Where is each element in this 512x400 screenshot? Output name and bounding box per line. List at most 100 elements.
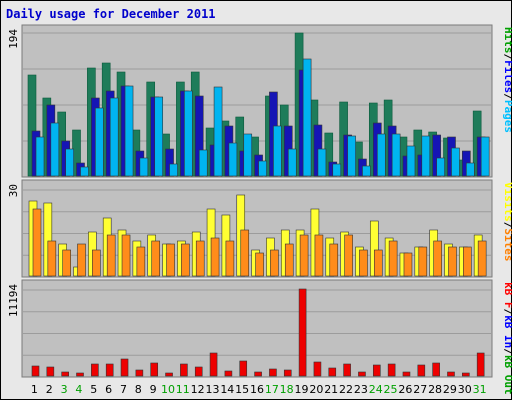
bar-pages bbox=[139, 157, 149, 177]
y-max-label: 194 bbox=[7, 29, 20, 49]
x-tick-label: 17 bbox=[265, 383, 279, 396]
bar-pages bbox=[198, 149, 208, 177]
bar-sites bbox=[255, 252, 264, 277]
bar-sites bbox=[270, 249, 279, 277]
y-max-label: 11194 bbox=[7, 284, 20, 317]
x-tick-label: 11 bbox=[176, 383, 190, 396]
x-tick-label: 4 bbox=[75, 383, 82, 396]
bar-sites bbox=[77, 243, 86, 277]
bar-kb-f bbox=[387, 363, 396, 377]
bar-pages bbox=[228, 142, 238, 177]
bar-kb-f bbox=[358, 371, 366, 377]
bar-pages bbox=[480, 136, 490, 177]
bar-kb-f bbox=[209, 352, 218, 377]
bar-pages bbox=[184, 90, 193, 177]
bar-pages bbox=[154, 96, 164, 177]
bar-kb-f bbox=[328, 367, 337, 377]
bar-sites bbox=[359, 249, 368, 277]
bar-pages bbox=[273, 125, 282, 177]
panel-legend: kB F/kB In/kB Out bbox=[502, 282, 512, 395]
bar-sites bbox=[32, 208, 42, 277]
bar-kb-f bbox=[135, 369, 144, 377]
bar-sites bbox=[477, 240, 487, 277]
bar-kb-f bbox=[165, 372, 173, 377]
x-tick-label: 29 bbox=[443, 383, 457, 396]
bar-pages bbox=[391, 133, 401, 177]
x-tick-label: 10 bbox=[161, 383, 175, 396]
x-tick-label: 2 bbox=[46, 383, 53, 396]
bar-sites bbox=[92, 249, 101, 277]
bar-kb-f bbox=[402, 371, 411, 377]
x-tick-label: 25 bbox=[384, 383, 398, 396]
bar-pages bbox=[80, 166, 89, 177]
bar-sites bbox=[106, 234, 116, 277]
bar-kb-f bbox=[254, 371, 262, 377]
bar-kb-f bbox=[180, 363, 188, 377]
bar-kb-f bbox=[283, 369, 292, 377]
x-tick-label: 9 bbox=[150, 383, 157, 396]
bar-kb-f bbox=[194, 366, 203, 377]
bar-kb-f bbox=[269, 368, 277, 377]
bar-kb-f bbox=[91, 363, 99, 377]
bar-sites bbox=[299, 234, 309, 277]
bar-sites bbox=[314, 234, 324, 277]
bar-kb-f bbox=[476, 352, 485, 377]
legend-text: Visits/Sites bbox=[502, 182, 512, 262]
bar-pages bbox=[302, 58, 312, 177]
bar-pages bbox=[213, 86, 223, 177]
bar-kb-f bbox=[462, 372, 470, 377]
bar-kb-f bbox=[343, 363, 351, 377]
x-tick-label: 18 bbox=[280, 383, 294, 396]
bar-pages bbox=[421, 135, 431, 177]
bar-pages bbox=[243, 133, 253, 177]
bar-kb-f bbox=[31, 365, 40, 377]
x-tick-label: 1 bbox=[31, 383, 38, 396]
legend-separator: / bbox=[502, 54, 512, 61]
bar-pages bbox=[65, 148, 74, 177]
bar-sites bbox=[433, 240, 442, 277]
bar-pages bbox=[258, 160, 267, 177]
bar-pages bbox=[287, 148, 297, 177]
legend-separator: / bbox=[502, 309, 512, 316]
x-tick-label: 20 bbox=[309, 383, 323, 396]
x-tick-label: 28 bbox=[428, 383, 442, 396]
bar-kb-f bbox=[298, 288, 307, 377]
x-tick-label: 24 bbox=[369, 383, 383, 396]
x-tick-label: 27 bbox=[413, 383, 427, 396]
bar-sites bbox=[388, 240, 398, 277]
bar-pages bbox=[35, 136, 45, 177]
bar-kb-f bbox=[417, 364, 426, 377]
bar-pages bbox=[376, 133, 386, 177]
y-max-label: 30 bbox=[7, 184, 20, 197]
x-tick-label: 12 bbox=[191, 383, 205, 396]
bar-kb-f bbox=[105, 363, 114, 377]
legend-item-kb-out: kB Out bbox=[502, 355, 512, 395]
x-tick-label: 26 bbox=[398, 383, 412, 396]
x-tick-label: 31 bbox=[473, 383, 487, 396]
x-tick-label: 8 bbox=[135, 383, 142, 396]
bar-pages bbox=[466, 162, 475, 177]
bar-pages bbox=[347, 135, 356, 177]
x-tick-label: 16 bbox=[250, 383, 264, 396]
bar-kb-f bbox=[150, 362, 159, 377]
bar-sites bbox=[121, 234, 131, 277]
bar-sites bbox=[166, 243, 175, 277]
bar-pages bbox=[95, 107, 104, 177]
bar-kb-f bbox=[432, 362, 440, 377]
bar-pages bbox=[332, 163, 342, 177]
legend-separator: / bbox=[502, 222, 512, 229]
panel-legend: Hits/Files/Pages bbox=[502, 27, 512, 133]
bar-kb-f bbox=[239, 360, 248, 377]
bar-sites bbox=[62, 249, 71, 277]
bar-pages bbox=[436, 157, 445, 177]
bar-sites bbox=[240, 229, 250, 277]
panel-legend: Visits/Sites bbox=[502, 182, 512, 262]
panel-background bbox=[21, 279, 493, 378]
bar-kb-f bbox=[76, 372, 84, 377]
bar-sites bbox=[448, 246, 457, 277]
legend-item-files: Files bbox=[502, 60, 512, 93]
legend-separator: / bbox=[502, 348, 512, 355]
x-tick-label: 6 bbox=[105, 383, 112, 396]
x-tick-label: 21 bbox=[324, 383, 338, 396]
